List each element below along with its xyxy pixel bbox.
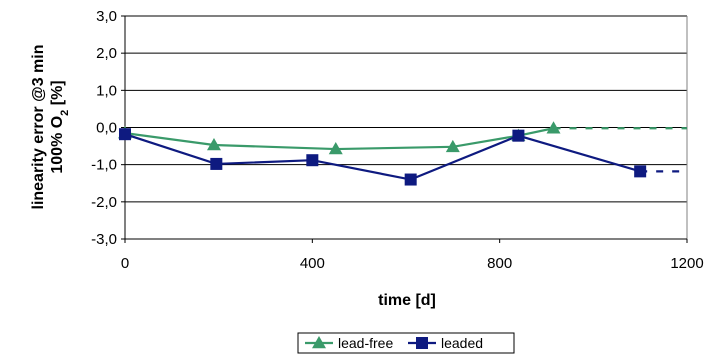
y-axis-label-prefix: 100% O <box>49 116 66 174</box>
series-layer <box>118 121 687 186</box>
data-point-lead-free-1 <box>206 137 221 151</box>
data-point-leaded-1 <box>210 157 223 170</box>
data-point-leaded-4 <box>512 129 525 142</box>
legend-label-lead-free: lead-free <box>338 335 393 351</box>
x-tick-label-3: 1200 <box>670 255 703 272</box>
y-tick-label-2: 1,0 <box>96 82 117 99</box>
y-tick-label-4: -1,0 <box>91 157 117 174</box>
y-tick-label-1: 2,0 <box>96 45 117 62</box>
y-axis-label-line2: 100% O2 [%] <box>49 80 71 173</box>
x-tick-label-0: 0 <box>121 255 129 272</box>
legend-box <box>297 332 515 354</box>
x-axis-label: time [d] <box>378 292 436 309</box>
data-point-leaded-2 <box>306 154 319 167</box>
series-lead-free <box>118 121 687 155</box>
tick-labels: 3,0 2,0 1,0 0,0 -1,0 -2,0 -3,00 400 800 1200 <box>91 8 704 272</box>
y-tick-label-5: -2,0 <box>91 194 117 211</box>
x-tick-label-1: 400 <box>300 255 325 272</box>
y-axis-label: linearity error @3 min 100% O2 [%] <box>30 45 71 210</box>
y-tick-label-0: 3,0 <box>96 8 117 25</box>
y-tick-label-6: -3,0 <box>91 231 117 248</box>
legend-marker-lead-free <box>312 336 326 349</box>
y-tick-label-3: 0,0 <box>96 120 117 137</box>
data-point-lead-free-3 <box>445 139 460 153</box>
series-line-lead-free <box>124 127 554 151</box>
data-point-leaded-5 <box>634 165 647 178</box>
series-line-leaded <box>124 133 641 181</box>
y-axis-label-line1: linearity error @3 min <box>30 45 47 210</box>
data-point-lead-free-5 <box>546 121 561 134</box>
x-tick-label-2: 800 <box>487 255 512 272</box>
data-point-leaded-0 <box>119 128 131 141</box>
legend-label-leaded: leaded <box>441 335 483 351</box>
data-point-lead-free-2 <box>328 142 343 155</box>
legend: lead-free leaded <box>297 332 515 354</box>
y-axis-label-suffix: [%] <box>49 80 66 109</box>
legend-marker-leaded <box>416 337 428 349</box>
series-leaded <box>119 128 687 186</box>
axes-layer <box>121 15 688 243</box>
legend-items: lead-free leaded <box>305 335 483 351</box>
y-axis-label-subscript: 2 <box>59 110 71 116</box>
data-point-leaded-3 <box>404 173 417 186</box>
